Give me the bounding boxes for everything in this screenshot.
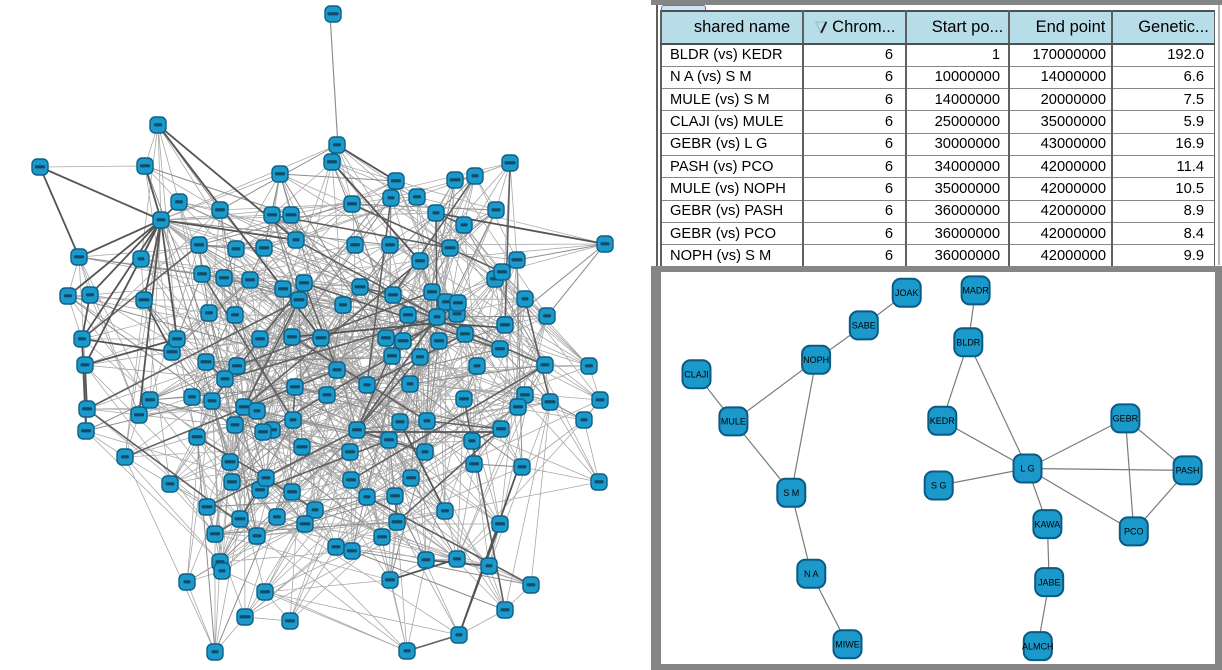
svg-text:PCO: PCO (1124, 527, 1144, 537)
svg-text:N A: N A (804, 569, 819, 579)
svg-text:MIWE: MIWE (835, 640, 860, 650)
svg-text:BLDR: BLDR (956, 338, 981, 348)
svg-text:L G: L G (1020, 464, 1034, 474)
svg-text:KEDR: KEDR (930, 416, 956, 426)
svg-text:KAWA: KAWA (1034, 519, 1060, 529)
svg-text:ALMCH: ALMCH (1022, 641, 1054, 651)
svg-text:JOAK: JOAK (895, 288, 919, 298)
svg-text:CLAJI: CLAJI (684, 370, 709, 380)
svg-text:S M: S M (783, 488, 799, 498)
svg-text:MULE: MULE (721, 417, 746, 427)
svg-text:PASH: PASH (1176, 466, 1200, 476)
svg-text:GEBR: GEBR (1113, 414, 1139, 424)
svg-text:SABE: SABE (852, 321, 876, 331)
svg-text:MADR: MADR (962, 286, 989, 296)
svg-text:JABE: JABE (1038, 577, 1061, 587)
svg-text:S G: S G (931, 481, 947, 491)
svg-text:NOPH: NOPH (803, 355, 829, 365)
